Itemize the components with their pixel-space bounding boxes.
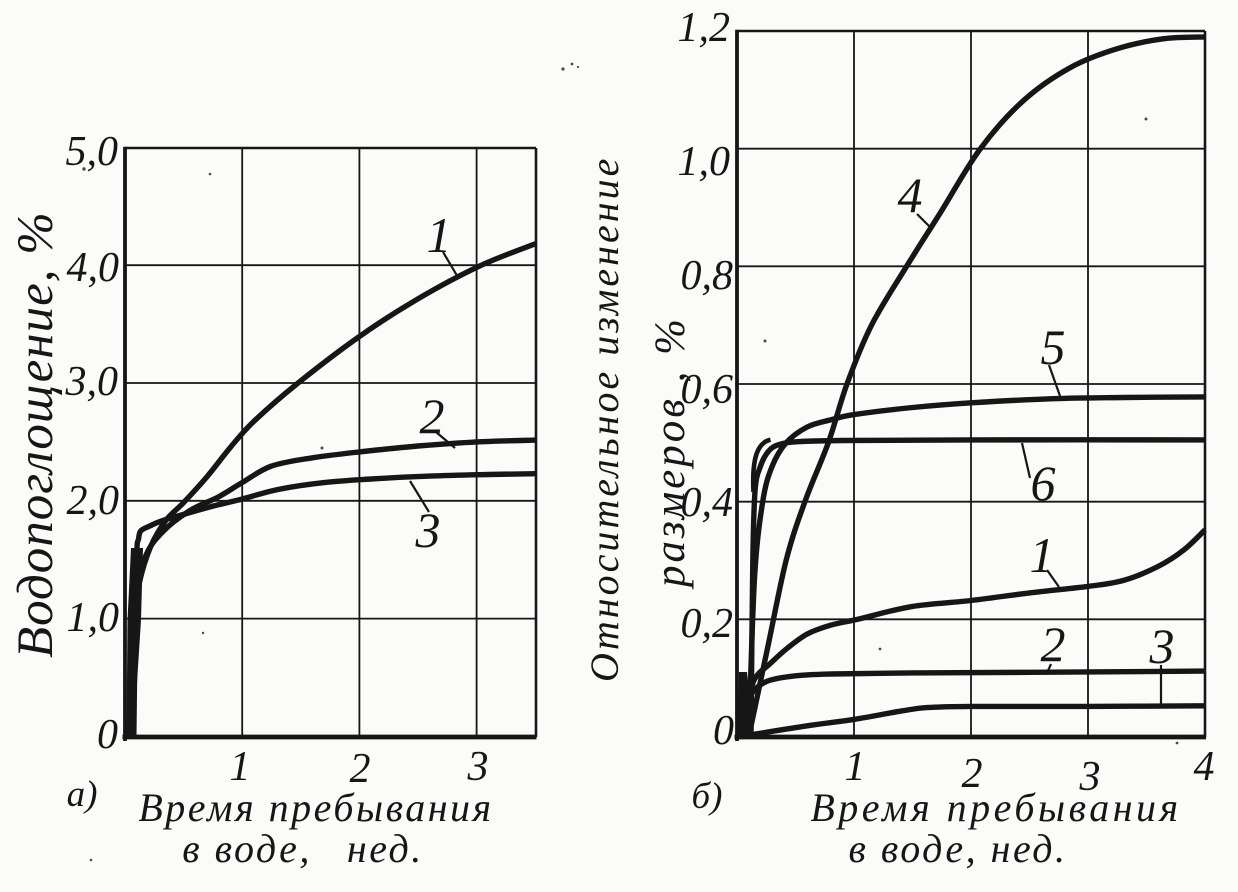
svg-text:Время пребывания: Время пребывания xyxy=(810,785,1181,830)
svg-text:Водопоглощение, %: Водопоглощение, % xyxy=(8,211,64,658)
svg-text:4: 4 xyxy=(898,167,923,223)
svg-text:2: 2 xyxy=(1041,616,1066,672)
svg-text:0,2: 0,2 xyxy=(681,601,734,647)
svg-text:2: 2 xyxy=(420,388,445,444)
svg-text:0,8: 0,8 xyxy=(681,253,734,299)
svg-text:1,0: 1,0 xyxy=(678,139,731,185)
svg-text:3: 3 xyxy=(415,502,441,558)
svg-text:Относительное изменение: Относительное изменение xyxy=(582,156,627,682)
svg-text:Время пребывания: Время пребывания xyxy=(138,785,493,830)
svg-text:размеров , %: размеров , % xyxy=(647,316,694,590)
svg-text:0,4: 0,4 xyxy=(681,480,734,526)
svg-text:2: 2 xyxy=(962,751,983,797)
svg-text:3: 3 xyxy=(1079,754,1101,800)
svg-text:б): б) xyxy=(692,776,723,817)
svg-text:2,0: 2,0 xyxy=(67,478,120,524)
svg-text:в воде, нед.: в воде, нед. xyxy=(849,826,1068,871)
svg-text:1: 1 xyxy=(1030,527,1055,583)
svg-text:5: 5 xyxy=(1041,319,1066,375)
svg-text:1: 1 xyxy=(845,744,866,790)
svg-text:3,0: 3,0 xyxy=(65,359,119,405)
svg-text:3: 3 xyxy=(1149,618,1175,674)
svg-text:1,0: 1,0 xyxy=(67,595,120,641)
svg-text:4,0: 4,0 xyxy=(67,245,120,291)
svg-text:3: 3 xyxy=(467,744,489,790)
svg-text:0: 0 xyxy=(97,712,118,758)
svg-text:а): а) xyxy=(67,774,98,815)
svg-text:0: 0 xyxy=(713,708,734,754)
svg-text:6: 6 xyxy=(1031,455,1056,511)
svg-text:1,2: 1,2 xyxy=(678,5,731,51)
svg-text:1: 1 xyxy=(230,744,251,790)
svg-text:1: 1 xyxy=(427,207,452,263)
svg-text:4: 4 xyxy=(1194,744,1215,790)
svg-text:2: 2 xyxy=(350,746,371,792)
svg-text:в воде, нед.: в воде, нед. xyxy=(182,826,423,871)
svg-text:0,6: 0,6 xyxy=(681,367,734,413)
svg-text:5,0: 5,0 xyxy=(66,129,119,175)
